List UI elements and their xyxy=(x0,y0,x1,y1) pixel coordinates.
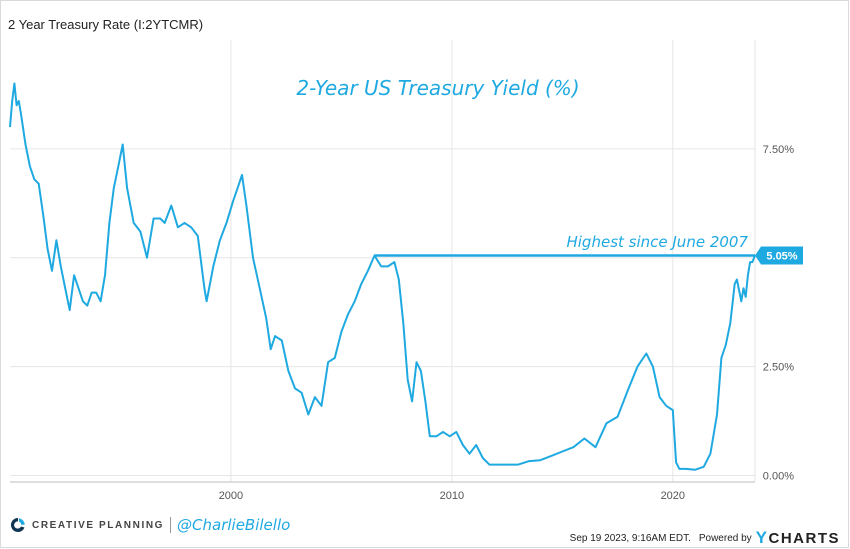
timestamp: Sep 19 2023, 9:16AM EDT. xyxy=(569,532,691,544)
series-line xyxy=(9,82,756,471)
y-tick-label: 2.50% xyxy=(763,362,794,374)
y-tick-label: 7.50% xyxy=(763,144,794,156)
footer-branding: CREATIVE PLANNING @CharlieBilello xyxy=(10,516,290,534)
y-tick-label: 0.00% xyxy=(763,470,794,482)
last-value-badge-shape xyxy=(755,246,803,265)
brand-name: CREATIVE PLANNING xyxy=(32,519,165,531)
ycharts-logo-text: CHARTS xyxy=(768,530,840,547)
ycharts-logo[interactable]: YCHARTS xyxy=(756,528,840,548)
page-title: 2 Year Treasury Rate (I:2YTCMR) xyxy=(8,17,204,32)
x-tick-label: 2020 xyxy=(661,490,685,502)
tick-label-layer: 0.00% 2.50% 7.50% 2000 2010 2020 xyxy=(219,144,795,502)
chart-annotation: Highest since June 2007 xyxy=(566,233,748,251)
footer-attribution: Sep 19 2023, 9:16AM EDT. Powered by YCHA… xyxy=(570,528,840,548)
series-layer xyxy=(9,82,756,471)
creative-planning-logo-icon xyxy=(10,517,25,532)
x-tick-label: 2000 xyxy=(219,490,243,502)
last-value-label: 5.05% xyxy=(766,251,797,263)
powered-by-label: Powered by xyxy=(698,532,752,544)
x-tick-label: 2010 xyxy=(440,490,464,502)
chart-title: 2-Year US Treasury Yield (%) xyxy=(296,76,579,100)
grid-layer xyxy=(10,40,756,483)
last-value-badge: 5.05% xyxy=(755,246,803,265)
author-handle: @CharlieBilello xyxy=(177,516,291,534)
brand-divider xyxy=(170,517,172,533)
ycharts-logo-initial: Y xyxy=(755,528,769,547)
